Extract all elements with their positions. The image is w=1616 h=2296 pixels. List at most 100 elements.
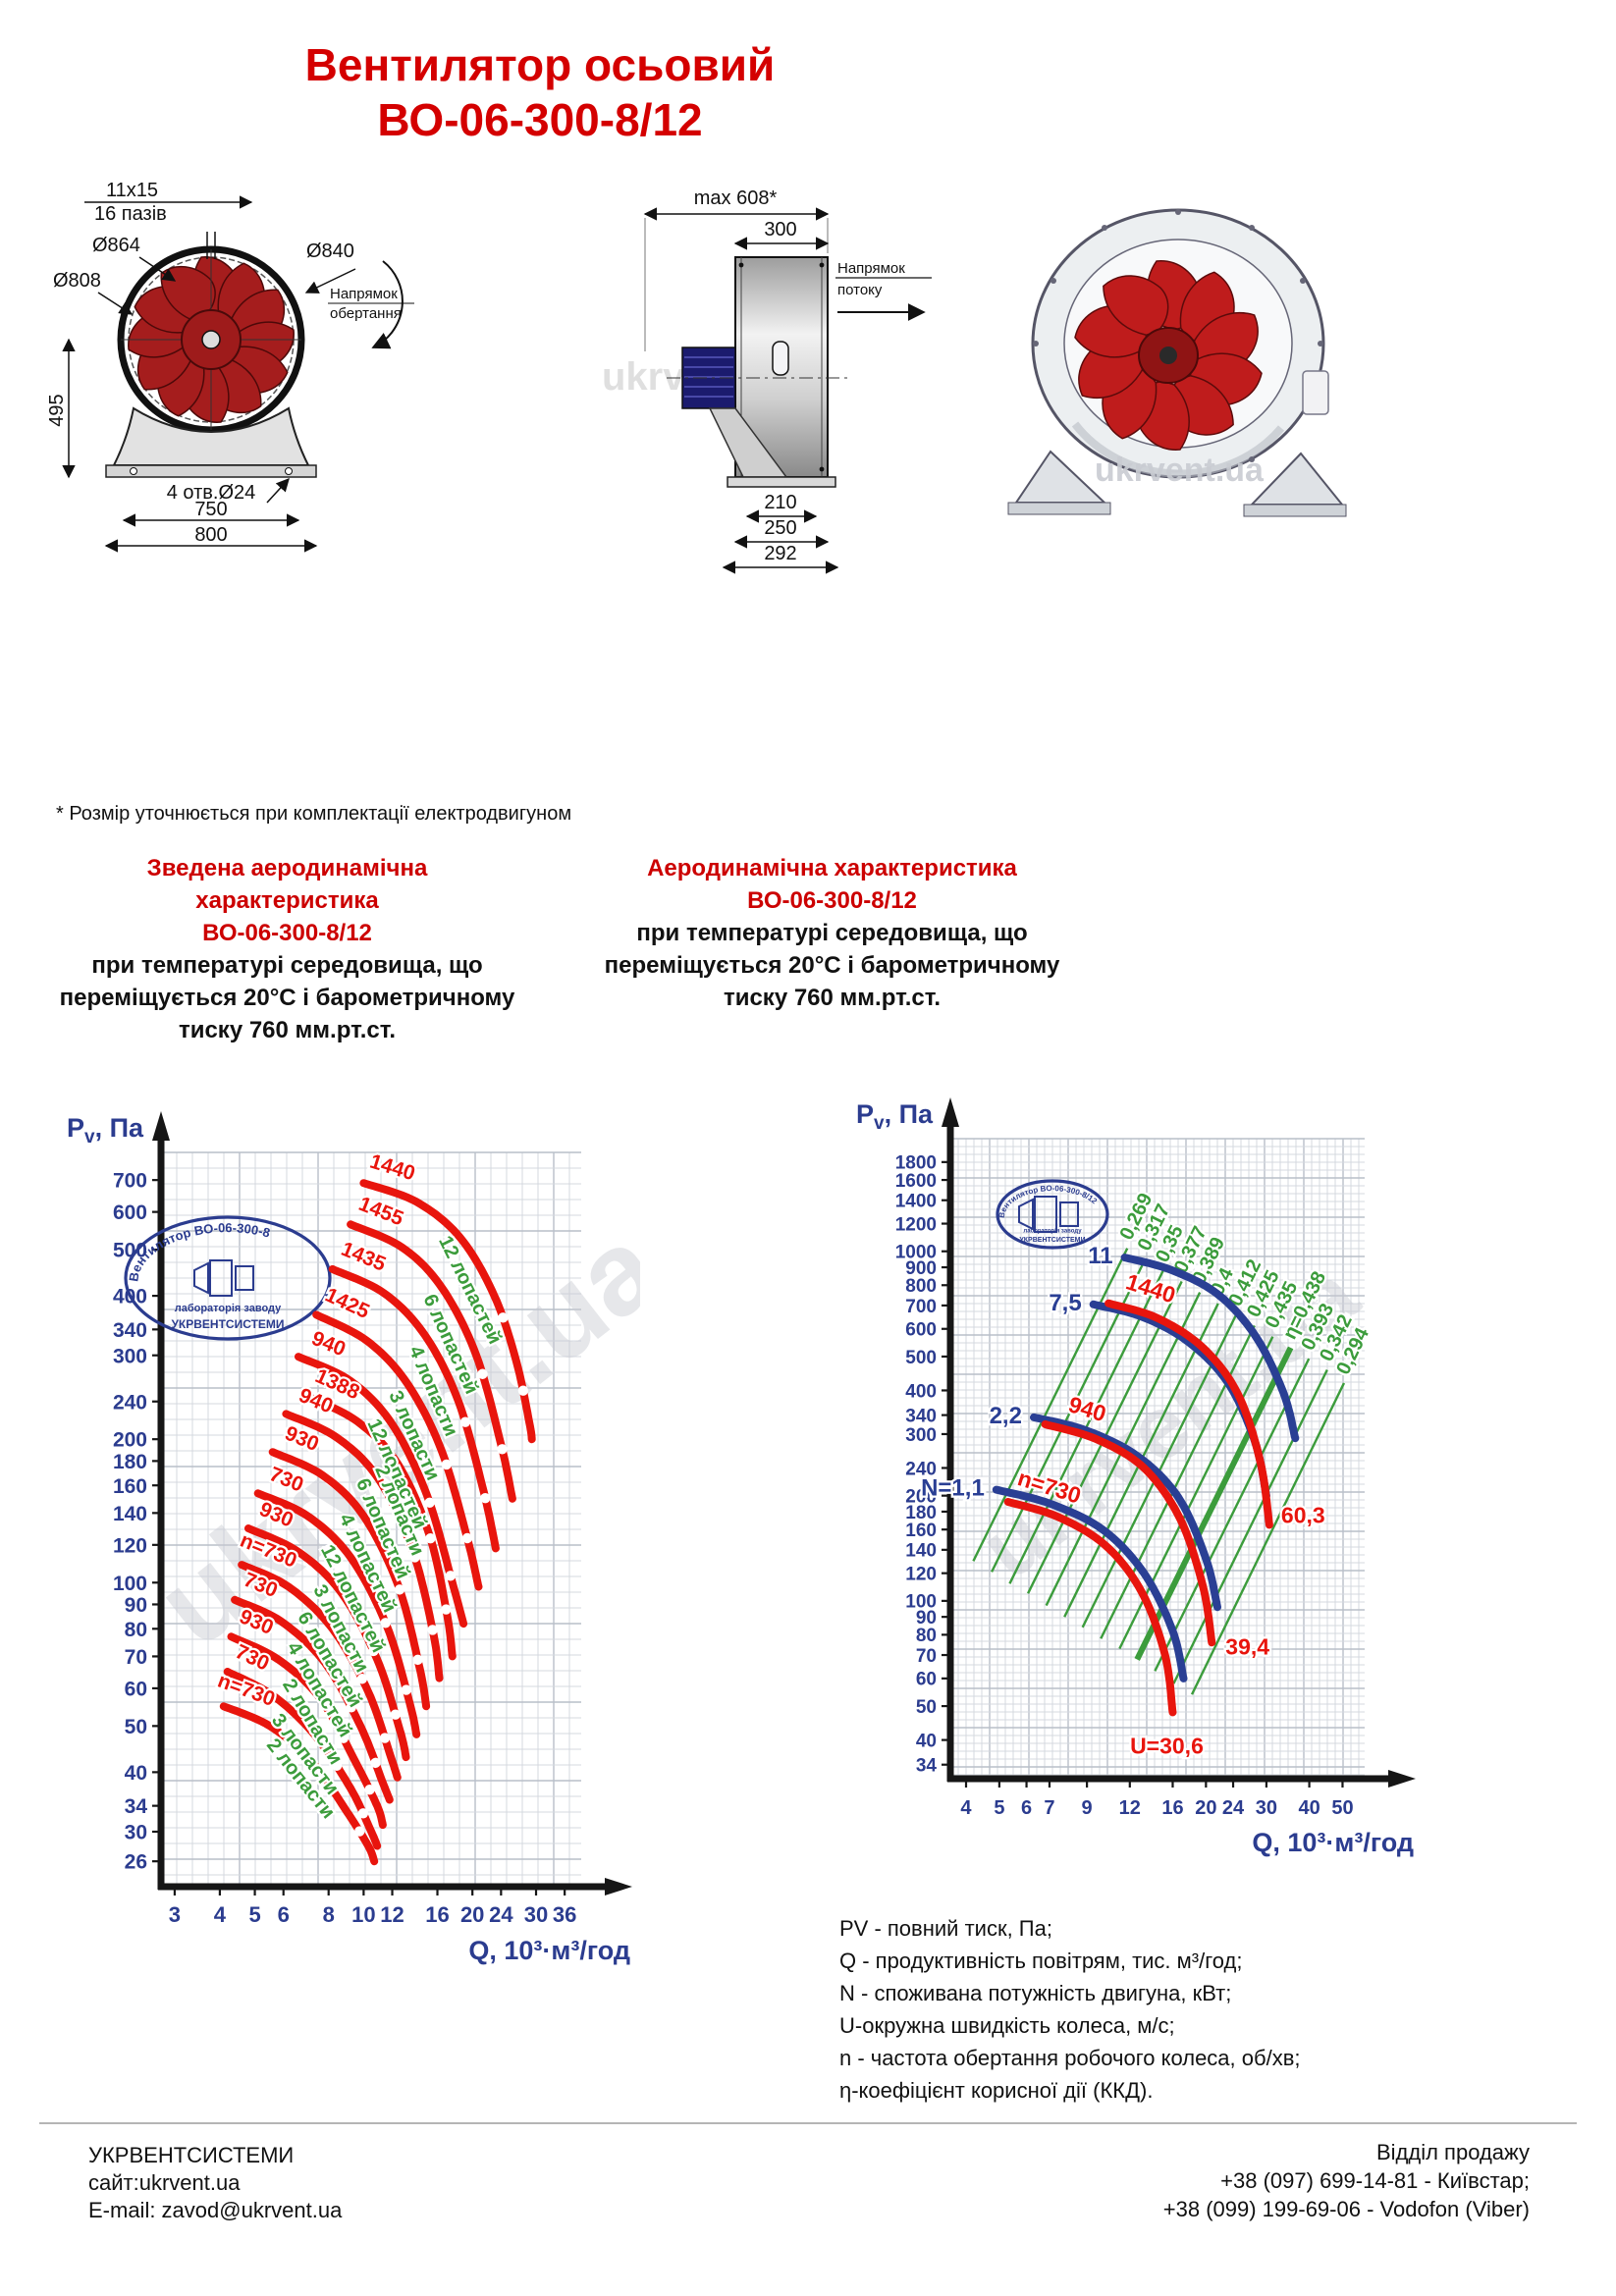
y-tick-label: 600 xyxy=(113,1201,147,1224)
y-tick-label: 300 xyxy=(113,1345,147,1367)
curve-940-4 xyxy=(295,1353,468,1629)
power-label: N=1,1 xyxy=(921,1475,985,1502)
power-curve-11 xyxy=(1120,1254,1300,1443)
curve-marker xyxy=(409,1552,420,1563)
dim-250: 250 xyxy=(764,517,796,539)
y-tick-label: 80 xyxy=(125,1619,147,1641)
stamp-fan-pictogram xyxy=(1018,1196,1079,1233)
stamp-ellipse xyxy=(996,1179,1109,1250)
pressure-curve-940 xyxy=(1041,1420,1216,1647)
y-tick-label: 180 xyxy=(905,1503,937,1523)
x-tick-label: 6 xyxy=(1021,1797,1032,1819)
bolt xyxy=(1175,209,1181,215)
footer-company-block: УКРВЕНТСИСТЕМИ сайт:ukrvent.ua E-mail: z… xyxy=(88,2142,342,2224)
x-tick-label: 10 xyxy=(351,1902,375,1927)
tspan: v xyxy=(874,1113,885,1134)
x-tick-label: 12 xyxy=(380,1902,404,1927)
x-tick-label: 36 xyxy=(553,1902,576,1927)
rotation-arrow xyxy=(371,260,404,349)
dim-holes: 4 отв.Ø24 xyxy=(167,482,256,504)
rect xyxy=(1034,1196,1057,1233)
y-axis-arrow xyxy=(152,1111,170,1141)
curve-730-11 xyxy=(231,1595,394,1804)
y-tick-label: 50 xyxy=(125,1716,147,1738)
y-tick-label: 160 xyxy=(113,1475,147,1498)
mount-hole xyxy=(130,467,137,475)
curve-730-13 xyxy=(223,1668,382,1850)
summary-aerodynamic-chart: ukrvent.ua263034405060708090100120140160… xyxy=(67,1111,640,1965)
sales-phone-2[interactable]: +38 (099) 199-69-06 - Vodofon (Viber) xyxy=(1162,2197,1530,2221)
y-tick-label: 340 xyxy=(113,1319,147,1342)
foot-right xyxy=(1243,504,1347,517)
curve-930-12 xyxy=(227,1632,387,1830)
flow-label-2: потоку xyxy=(837,282,883,298)
left-heading-red1: Зведена аеродинамічна характеристика xyxy=(146,855,428,914)
curve-marker xyxy=(461,1532,473,1544)
y-tick-label: 240 xyxy=(905,1459,937,1479)
curve-marker xyxy=(326,1783,337,1793)
y-tick-label: 40 xyxy=(916,1731,937,1751)
y-tick-label: 700 xyxy=(905,1297,937,1317)
curve-n730-10 xyxy=(238,1561,402,1782)
x-tick-label: 30 xyxy=(1256,1797,1277,1819)
y-tick-label: 240 xyxy=(113,1391,147,1414)
legend-pv: PV - повний тиск, Па; xyxy=(839,1916,1052,1941)
x-axis-arrow xyxy=(1388,1770,1416,1788)
y-tick-label: 140 xyxy=(113,1503,147,1525)
x-tick-label: 50 xyxy=(1331,1797,1353,1819)
stamp-bottom-text: УКРВЕНТСИСТЕМИ xyxy=(1019,1237,1085,1244)
curve-marker xyxy=(441,1459,453,1470)
curve-marker xyxy=(357,1808,369,1819)
y-tick-label: 600 xyxy=(905,1320,937,1341)
dim-line xyxy=(138,256,177,282)
aerodynamic-chart: ukrvent.ua344050607080901001201401601802… xyxy=(856,1097,1416,1857)
y-tick-label: 800 xyxy=(905,1276,937,1297)
x-tick-label: 40 xyxy=(1298,1797,1320,1819)
pressure-curve-n=730 xyxy=(1003,1498,1177,1717)
power-curve-N=1,1 xyxy=(992,1485,1188,1682)
polygon xyxy=(193,1261,209,1295)
dim-max608: max 608* xyxy=(694,187,778,209)
company-site[interactable]: сайт:ukrvent.ua xyxy=(88,2170,241,2195)
curve-marker xyxy=(517,1385,529,1396)
left-heading-black3: тиску 760 мм.рт.ст. xyxy=(178,1017,397,1043)
dim-300: 300 xyxy=(764,219,796,240)
bolt xyxy=(819,466,825,472)
curve-marker xyxy=(338,1733,350,1743)
curve-marker xyxy=(425,1532,436,1544)
y-tick-label: 300 xyxy=(905,1425,937,1446)
right-heading-red2: ВО-06-300-8/12 xyxy=(747,887,917,914)
y-tick-label: 90 xyxy=(125,1594,147,1617)
y-tick-label: 60 xyxy=(916,1670,937,1690)
x-axis-title: Q, 10³·м³/год xyxy=(468,1936,630,1965)
x-tick-label: 16 xyxy=(425,1902,449,1927)
stamp-bottom-text: УКРВЕНТСИСТЕМИ xyxy=(171,1317,284,1331)
y-axis-title: Pv, Па xyxy=(67,1113,144,1148)
page-title-line1: Вентилятор осьовий xyxy=(304,39,776,90)
pressure-curve-1440 xyxy=(1104,1299,1273,1529)
curve-marker xyxy=(364,1785,375,1795)
stamp-top-text: Вентилятор ВО-06-300-8 xyxy=(126,1220,271,1282)
curve-marker xyxy=(390,1709,401,1720)
company-email[interactable]: E-mail: zavod@ukrvent.ua xyxy=(88,2198,343,2222)
bolt xyxy=(738,262,744,268)
iso-view-drawing: ukrvent.ua xyxy=(1007,208,1347,517)
stamp-top-textpath: Вентилятор ВО-06-300-8 xyxy=(126,1220,271,1282)
page-title-line2: ВО-06-300-8/12 xyxy=(377,94,703,145)
bolt xyxy=(1318,341,1323,347)
pedestal xyxy=(112,406,310,466)
y-tick-label: 60 xyxy=(125,1678,147,1700)
side-view-drawing: ukrvent.ua max 608* 300 Напрямок потоку … xyxy=(602,187,932,574)
bolt xyxy=(1249,456,1255,462)
x-axis-arrow xyxy=(605,1878,632,1896)
footer-sales-block: Відділ продажу +38 (097) 699-14-81 - Киї… xyxy=(1163,2138,1530,2223)
curve-marker xyxy=(379,1733,391,1743)
sales-phone-1[interactable]: +38 (097) 699-14-81 - Київстар; xyxy=(1220,2168,1530,2193)
flow-label-1: Напрямок xyxy=(837,260,905,277)
sales-dept: Відділ продажу xyxy=(1375,2140,1530,2164)
x-tick-label: 30 xyxy=(524,1902,548,1927)
dim-292: 292 xyxy=(764,543,796,564)
y-tick-label: 140 xyxy=(905,1541,937,1562)
dim-slot: 11x15 xyxy=(106,180,158,201)
